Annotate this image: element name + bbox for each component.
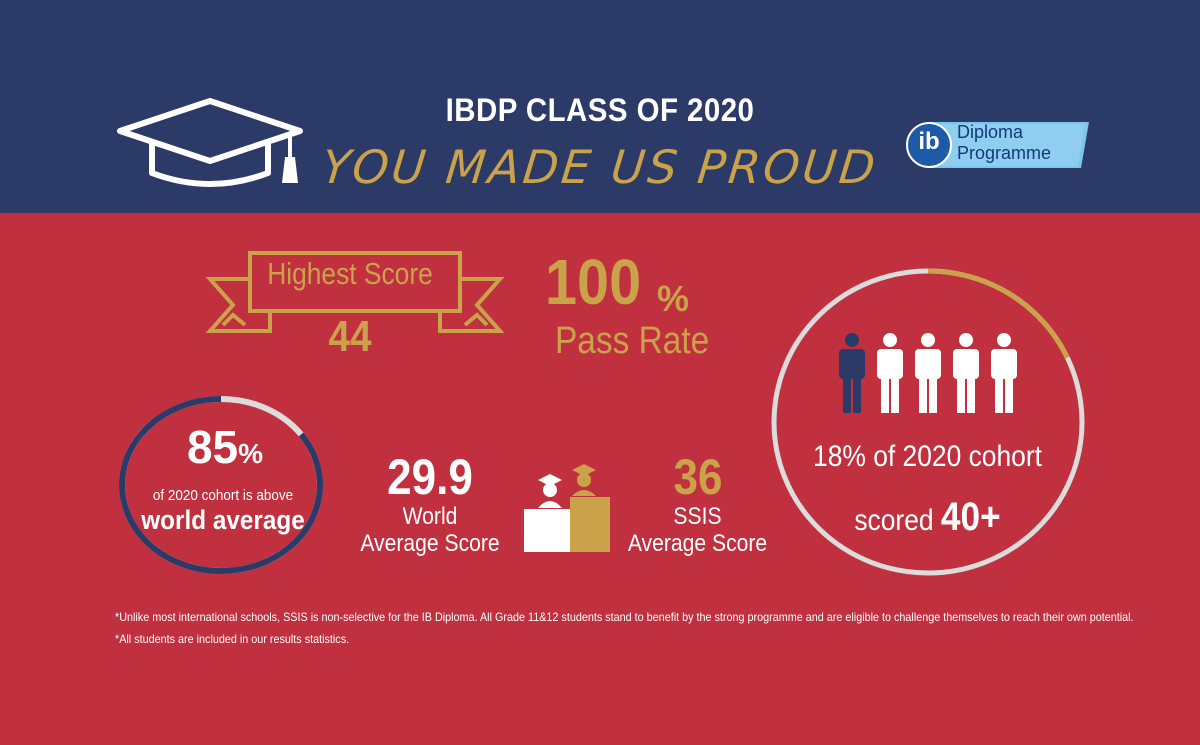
- ssis-average-label: SSIS Average Score: [625, 503, 770, 557]
- person-highlighted-icon: [839, 333, 865, 413]
- world-average-label-line2: Average Score: [360, 530, 500, 557]
- person-icon: [915, 333, 941, 413]
- person-icon: [877, 333, 903, 413]
- people-row: [835, 333, 1025, 415]
- cohort-ring-progress: [927, 268, 1070, 359]
- ib-logo-mark: ib: [918, 128, 940, 155]
- cohort-scored-prefix: scored: [854, 504, 934, 537]
- above-world-number: 85: [186, 421, 239, 473]
- cohort-ring: [771, 268, 1085, 576]
- ssis-average-value: 36: [673, 449, 723, 505]
- highest-score-label: Highest Score: [267, 256, 433, 291]
- ssis-average-label-line1: SSIS: [673, 503, 722, 530]
- above-world-text: of 2020 cohort is above: [152, 487, 294, 504]
- cohort-scored: scored 40+: [815, 495, 1039, 540]
- above-world-unit: %: [238, 438, 264, 469]
- footnote-2: *All students are included in our result…: [115, 632, 350, 646]
- pass-rate-unit: %: [657, 278, 690, 319]
- person-icon: [953, 333, 979, 413]
- ib-diploma-logo: ib Diploma Programme: [905, 118, 1095, 176]
- podium-graduates-icon: [524, 464, 610, 552]
- page-subtitle: YOU MADE US PROUD: [319, 140, 881, 194]
- above-world-percent: 85%: [140, 420, 310, 474]
- world-average-value: 29.9: [387, 449, 473, 505]
- cohort-scored-value: 40+: [940, 495, 1001, 539]
- footnote-1: *Unlike most international schools, SSIS…: [115, 610, 1134, 624]
- above-world-ring-progress: [119, 396, 323, 574]
- world-average-label: World Average Score: [360, 503, 501, 557]
- graduation-cap-icon: [117, 98, 303, 187]
- ib-logo-line2: Programme: [957, 143, 1052, 163]
- cohort-text: 18% of 2020 cohort: [813, 440, 1042, 473]
- ib-logo-line1: Diploma: [957, 122, 1024, 142]
- above-world-strong: world average: [141, 505, 305, 535]
- ssis-average-label-line2: Average Score: [627, 530, 768, 557]
- ribbon-banner: [205, 251, 505, 333]
- person-icon: [991, 333, 1017, 413]
- body-band: [0, 213, 1200, 745]
- world-average-label-line1: World: [402, 503, 458, 530]
- page-title: IBDP CLASS OF 2020: [445, 92, 755, 128]
- pass-rate-number: 100: [545, 246, 642, 318]
- above-world-ring: [119, 396, 323, 574]
- pass-rate-label: Pass Rate: [555, 320, 710, 362]
- highest-score-value: 44: [328, 312, 372, 361]
